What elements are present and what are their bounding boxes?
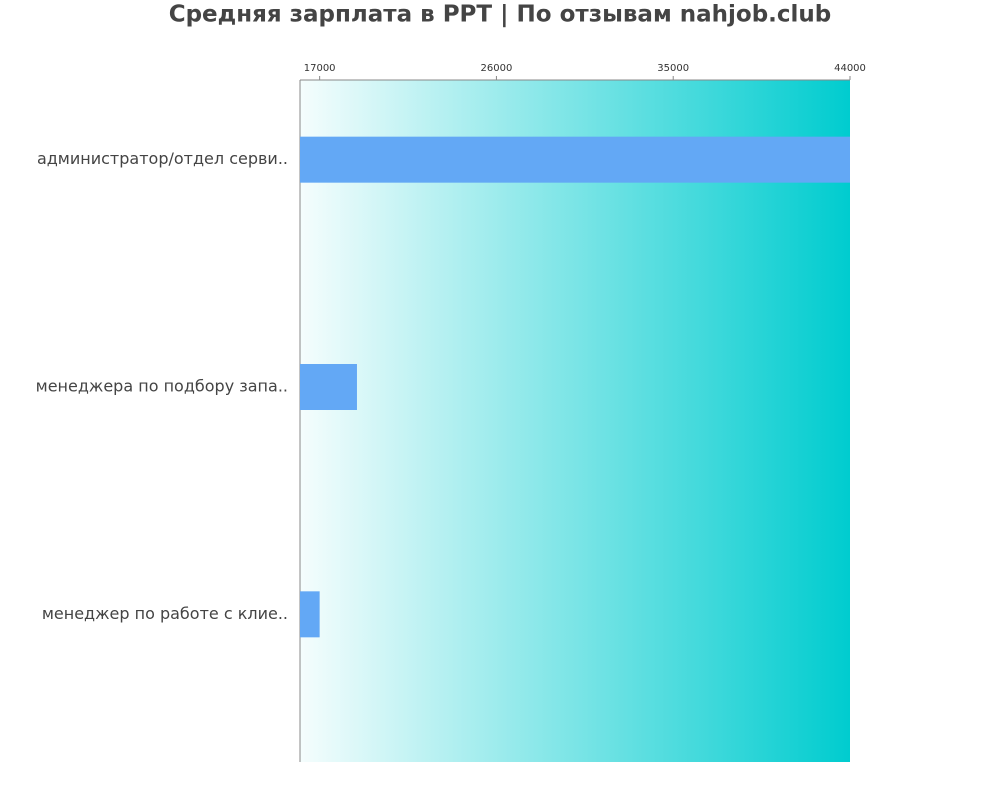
x-tick-label: 26000 — [481, 63, 513, 74]
y-tick-label: менеджер по работе с клие.. — [42, 604, 288, 623]
bar — [300, 136, 850, 183]
x-tick-label: 35000 — [657, 63, 689, 74]
y-tick-label: администратор/отдел серви.. — [37, 149, 288, 168]
plot-background — [300, 80, 850, 762]
bar — [300, 364, 357, 410]
bar — [300, 591, 320, 638]
x-tick-label: 17000 — [304, 63, 336, 74]
y-tick-label: менеджера по подбору запа.. — [36, 377, 288, 396]
chart-title: Средняя зарплата в PPT | По отзывам nahj… — [169, 2, 832, 28]
x-tick-label: 44000 — [834, 63, 866, 74]
